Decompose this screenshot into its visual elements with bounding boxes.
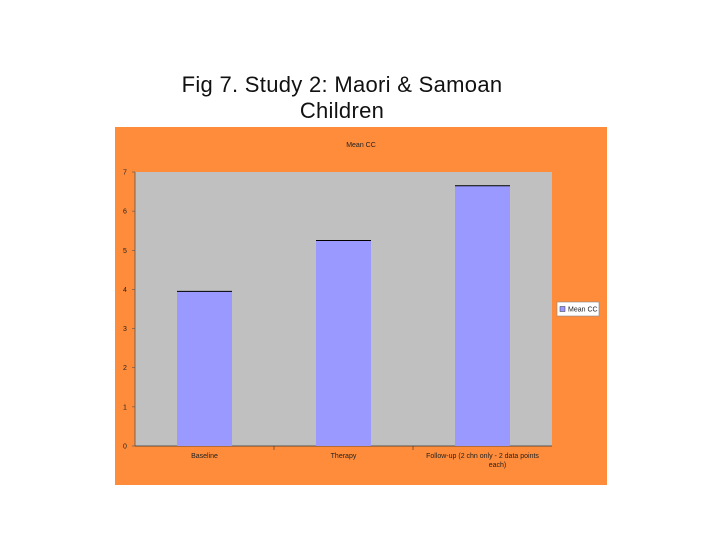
chart-title: Mean CC: [346, 142, 376, 149]
y-tick-label: 2: [123, 365, 127, 372]
x-tick-label: Baseline: [191, 453, 218, 460]
bar: [177, 291, 232, 446]
slide-title-line-2: Children: [299, 98, 385, 123]
chart-area: Mean CC 0 1 2 3 4 5 6 7 Baseline Therapy Follow-up …: [115, 127, 607, 485]
y-tick-label: 3: [123, 326, 127, 333]
slide-title: Fig 7. Study 2: Maori & Samoan Children: [152, 72, 532, 124]
y-tick-label: 6: [123, 209, 127, 216]
x-tick-label: Follow-up (2 chn only - 2 data points: [426, 453, 539, 460]
x-tick-label: each): [489, 462, 507, 469]
legend-box: [556, 301, 600, 317]
bar: [316, 240, 371, 446]
legend-label: Mean CC: [568, 307, 598, 314]
legend-swatch: [559, 306, 566, 312]
x-tick-label: Therapy: [331, 453, 357, 460]
y-tick-label: 5: [123, 248, 127, 255]
slide-title-line-1: Fig 7. Study 2: Maori & Samoan: [181, 72, 503, 97]
y-tick-label: 0: [123, 444, 127, 451]
y-tick-label: 4: [123, 287, 127, 294]
y-tick-label: 7: [123, 170, 127, 177]
bar: [455, 185, 510, 446]
bar-chart: Mean CC 0 1 2 3 4 5 6 7 Baseline Therapy Follow-up …: [115, 127, 607, 485]
y-tick-label: 1: [123, 404, 127, 411]
